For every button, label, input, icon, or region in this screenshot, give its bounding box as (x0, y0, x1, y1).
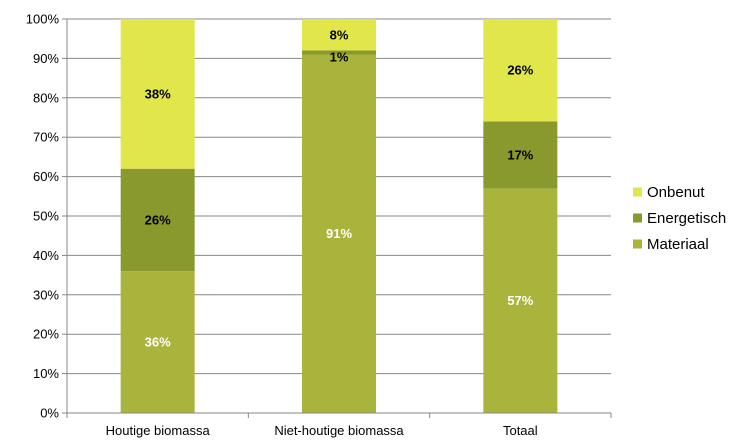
y-tick-label: 100% (26, 12, 60, 27)
bar-energetisch-1 (120, 168, 195, 272)
y-tick-label: 70% (33, 130, 59, 145)
bar-onbenut-2 (302, 19, 376, 51)
legend-swatch-energetisch (633, 213, 642, 223)
bar-energetisch-3 (483, 121, 558, 189)
bar-onbenut-1 (120, 19, 195, 169)
axes (62, 18, 612, 418)
x-category-label: Totaal (503, 423, 538, 438)
bar-materiaal-3 (483, 188, 558, 413)
legend-label-onbenut: Onbenut (647, 184, 705, 201)
x-category-label: Houtige biomassa (106, 423, 211, 438)
y-tick-label: 40% (33, 248, 59, 263)
legend-swatch-materiaal (633, 239, 642, 249)
legend-swatch-onbenut (633, 187, 642, 197)
legend: Onbenut Energetisch Materiaal (633, 184, 726, 253)
y-axis-tick-labels: 0% 10% 20% 30% 40% 50% 60% 70% 80% 90% 100% (26, 12, 60, 421)
y-tick-label: 50% (33, 209, 59, 224)
y-tick-label: 10% (33, 366, 59, 381)
y-tick-label: 20% (33, 327, 59, 342)
data-label: 36% (145, 335, 171, 350)
y-tick-label: 60% (33, 169, 59, 184)
data-label: 26% (507, 63, 533, 78)
data-label: 1% (330, 50, 349, 65)
data-label: 8% (330, 27, 349, 42)
bar-materiaal-1 (120, 271, 195, 413)
y-tick-label: 30% (33, 287, 59, 302)
data-label: 38% (145, 86, 171, 101)
x-category-label: Niet-houtige biomassa (274, 423, 404, 438)
x-axis-category-labels: Houtige biomassa Niet-houtige biomassa Tot… (106, 423, 538, 438)
data-label: 91% (326, 226, 352, 241)
bar-onbenut-3 (483, 19, 558, 122)
y-tick-label: 90% (33, 51, 59, 66)
y-tick-label: 80% (33, 90, 59, 105)
data-label: 26% (145, 212, 171, 227)
bar-energetisch-2 (302, 50, 376, 55)
y-tick-label: 0% (40, 406, 59, 421)
data-label: 17% (507, 147, 533, 162)
legend-label-materiaal: Materiaal (647, 236, 709, 253)
legend-label-energetisch: Energetisch (647, 210, 726, 227)
data-label: 57% (507, 293, 533, 308)
bar-materiaal-2 (302, 54, 376, 414)
bars: 36% 26% 38% 91% 1% 8% 57% 17% 26% (120, 19, 558, 414)
